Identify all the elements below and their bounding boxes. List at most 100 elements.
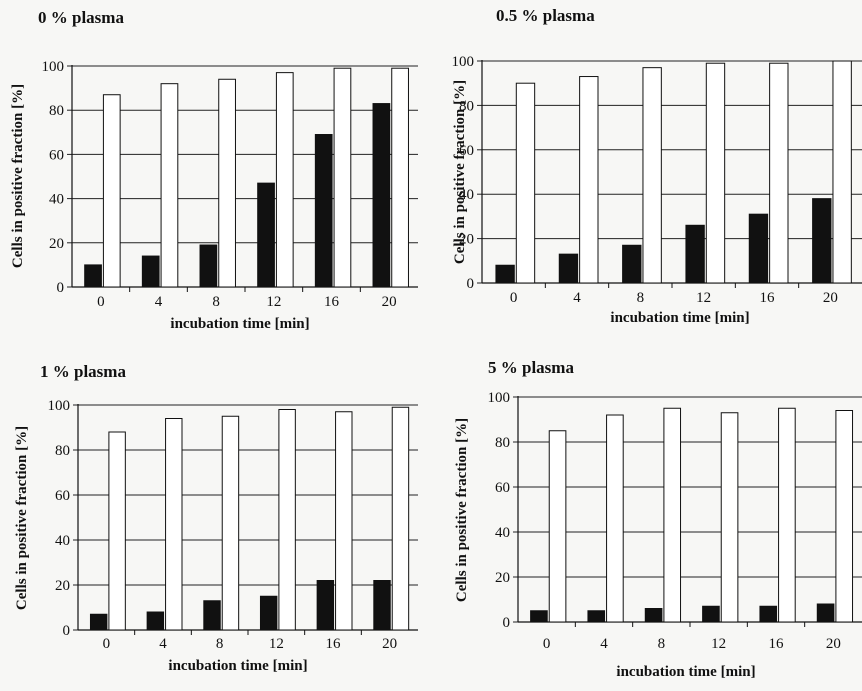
y-tick-label: 100 xyxy=(488,390,511,406)
y-tick-label: 60 xyxy=(49,147,64,163)
bar-light xyxy=(335,411,353,631)
bar-dark xyxy=(587,610,606,623)
bar-dark xyxy=(84,264,102,288)
bar-dark xyxy=(203,600,221,631)
y-tick-label: 40 xyxy=(495,525,510,541)
x-tick-label: 16 xyxy=(769,636,785,652)
bar-chart-svg: 0 20 40 60 80 100 0 4 8 12 16 20 incubation time [mi… xyxy=(14,398,418,674)
bar-dark xyxy=(257,182,275,288)
y-axis-label: Cells in positive fraction [%] xyxy=(454,418,470,602)
x-tick-label: 0 xyxy=(97,294,105,310)
bar-light xyxy=(221,415,240,631)
x-tick-label: 0 xyxy=(103,636,111,652)
bar-light xyxy=(769,62,789,284)
bar-light xyxy=(515,82,536,284)
x-tick-label: 4 xyxy=(600,636,608,652)
x-tick-label: 8 xyxy=(637,290,645,306)
y-tick-label: 20 xyxy=(49,236,64,252)
y-tick-label: 40 xyxy=(55,533,70,549)
bar-light xyxy=(165,418,183,631)
x-tick-label: 12 xyxy=(266,294,281,310)
y-tick-label: 0 xyxy=(57,280,65,296)
x-tick-label: 0 xyxy=(543,636,551,652)
x-tick-label: 16 xyxy=(326,636,342,652)
bar-light xyxy=(832,60,852,284)
bar-dark xyxy=(495,264,515,284)
y-tick-label: 20 xyxy=(495,570,510,586)
x-tick-label: 8 xyxy=(658,636,666,652)
bar-light xyxy=(642,67,662,284)
bar-dark xyxy=(748,213,769,284)
bar-dark xyxy=(259,595,278,631)
bar-dark xyxy=(146,611,165,631)
y-tick-label: 40 xyxy=(459,187,474,203)
x-tick-label: 12 xyxy=(269,636,284,652)
y-axis-label: Cells in positive fraction [%] xyxy=(452,80,468,264)
bar-light xyxy=(606,414,624,623)
x-tick-label: 4 xyxy=(573,290,581,306)
bar-dark xyxy=(372,103,391,288)
x-axis-label: incubation time [min] xyxy=(170,316,309,332)
y-tick-label: 80 xyxy=(495,435,510,451)
chart-panel-0-plasma: 0 % plasma 0 20 40 60 80 100 0 4 8 12 16 20 incubati… xyxy=(0,0,430,340)
bar-dark xyxy=(558,253,579,284)
bar-light xyxy=(548,430,567,623)
bar-light xyxy=(275,72,294,288)
y-tick-label: 80 xyxy=(55,443,70,459)
y-axis-label: Cells in positive fraction [%] xyxy=(10,84,26,268)
bar-dark xyxy=(816,603,835,623)
x-tick-label: 8 xyxy=(216,636,224,652)
chart-panel-1-plasma: 1 % plasma 0 20 40 60 80 100 0 4 8 12 16 20 incubati… xyxy=(0,350,430,686)
x-axis-label: incubation time [min] xyxy=(610,310,749,326)
bar-dark xyxy=(812,198,832,284)
y-tick-label: 60 xyxy=(459,143,474,159)
x-tick-label: 16 xyxy=(324,294,340,310)
y-tick-label: 60 xyxy=(495,480,510,496)
y-tick-label: 80 xyxy=(459,98,474,114)
x-tick-label: 8 xyxy=(212,294,220,310)
bar-light xyxy=(160,83,179,288)
x-tick-label: 4 xyxy=(155,294,163,310)
bar-light xyxy=(278,409,296,631)
x-tick-label: 20 xyxy=(823,290,838,306)
bar-light xyxy=(218,78,236,288)
x-tick-label: 0 xyxy=(510,290,518,306)
bar-light xyxy=(720,412,739,623)
bar-light xyxy=(102,94,121,288)
bar-dark xyxy=(89,613,108,631)
bar-light xyxy=(333,67,352,288)
bar-light xyxy=(705,62,726,284)
chart-title: 1 % plasma xyxy=(40,362,126,381)
y-tick-label: 80 xyxy=(49,103,64,119)
bar-chart-svg: 0 20 40 60 80 100 0 4 8 12 16 20 incubation time [mi… xyxy=(10,59,418,332)
bar-dark xyxy=(702,605,720,623)
bar-dark xyxy=(530,610,548,623)
bar-light xyxy=(579,76,599,284)
bar-dark xyxy=(622,244,642,284)
bar-dark xyxy=(314,134,333,288)
y-tick-label: 100 xyxy=(42,59,65,75)
y-axis-label: Cells in positive fraction [%] xyxy=(14,426,30,610)
chart-panel-0-5-plasma: 0.5 % plasma 0 20 40 60 80 100 0 4 8 12 16 20 incuba… xyxy=(440,0,862,340)
bar-dark xyxy=(199,244,218,288)
y-tick-label: 0 xyxy=(63,623,71,639)
chart-title: 0 % plasma xyxy=(38,8,124,27)
x-axis-label: incubation time [min] xyxy=(168,658,307,674)
x-tick-label: 12 xyxy=(711,636,726,652)
x-tick-label: 4 xyxy=(159,636,167,652)
bar-dark xyxy=(141,255,160,288)
bar-light xyxy=(108,431,126,631)
y-tick-label: 60 xyxy=(55,488,70,504)
y-tick-label: 100 xyxy=(48,398,71,414)
bar-dark xyxy=(316,580,335,631)
y-tick-label: 0 xyxy=(503,615,511,631)
x-tick-label: 20 xyxy=(382,294,397,310)
x-tick-label: 12 xyxy=(696,290,711,306)
x-tick-label: 20 xyxy=(382,636,397,652)
y-tick-label: 20 xyxy=(459,232,474,248)
bar-light xyxy=(391,67,409,288)
bar-dark xyxy=(759,605,778,623)
y-tick-label: 0 xyxy=(467,276,475,292)
bar-light xyxy=(778,407,796,623)
y-tick-label: 40 xyxy=(49,192,64,208)
